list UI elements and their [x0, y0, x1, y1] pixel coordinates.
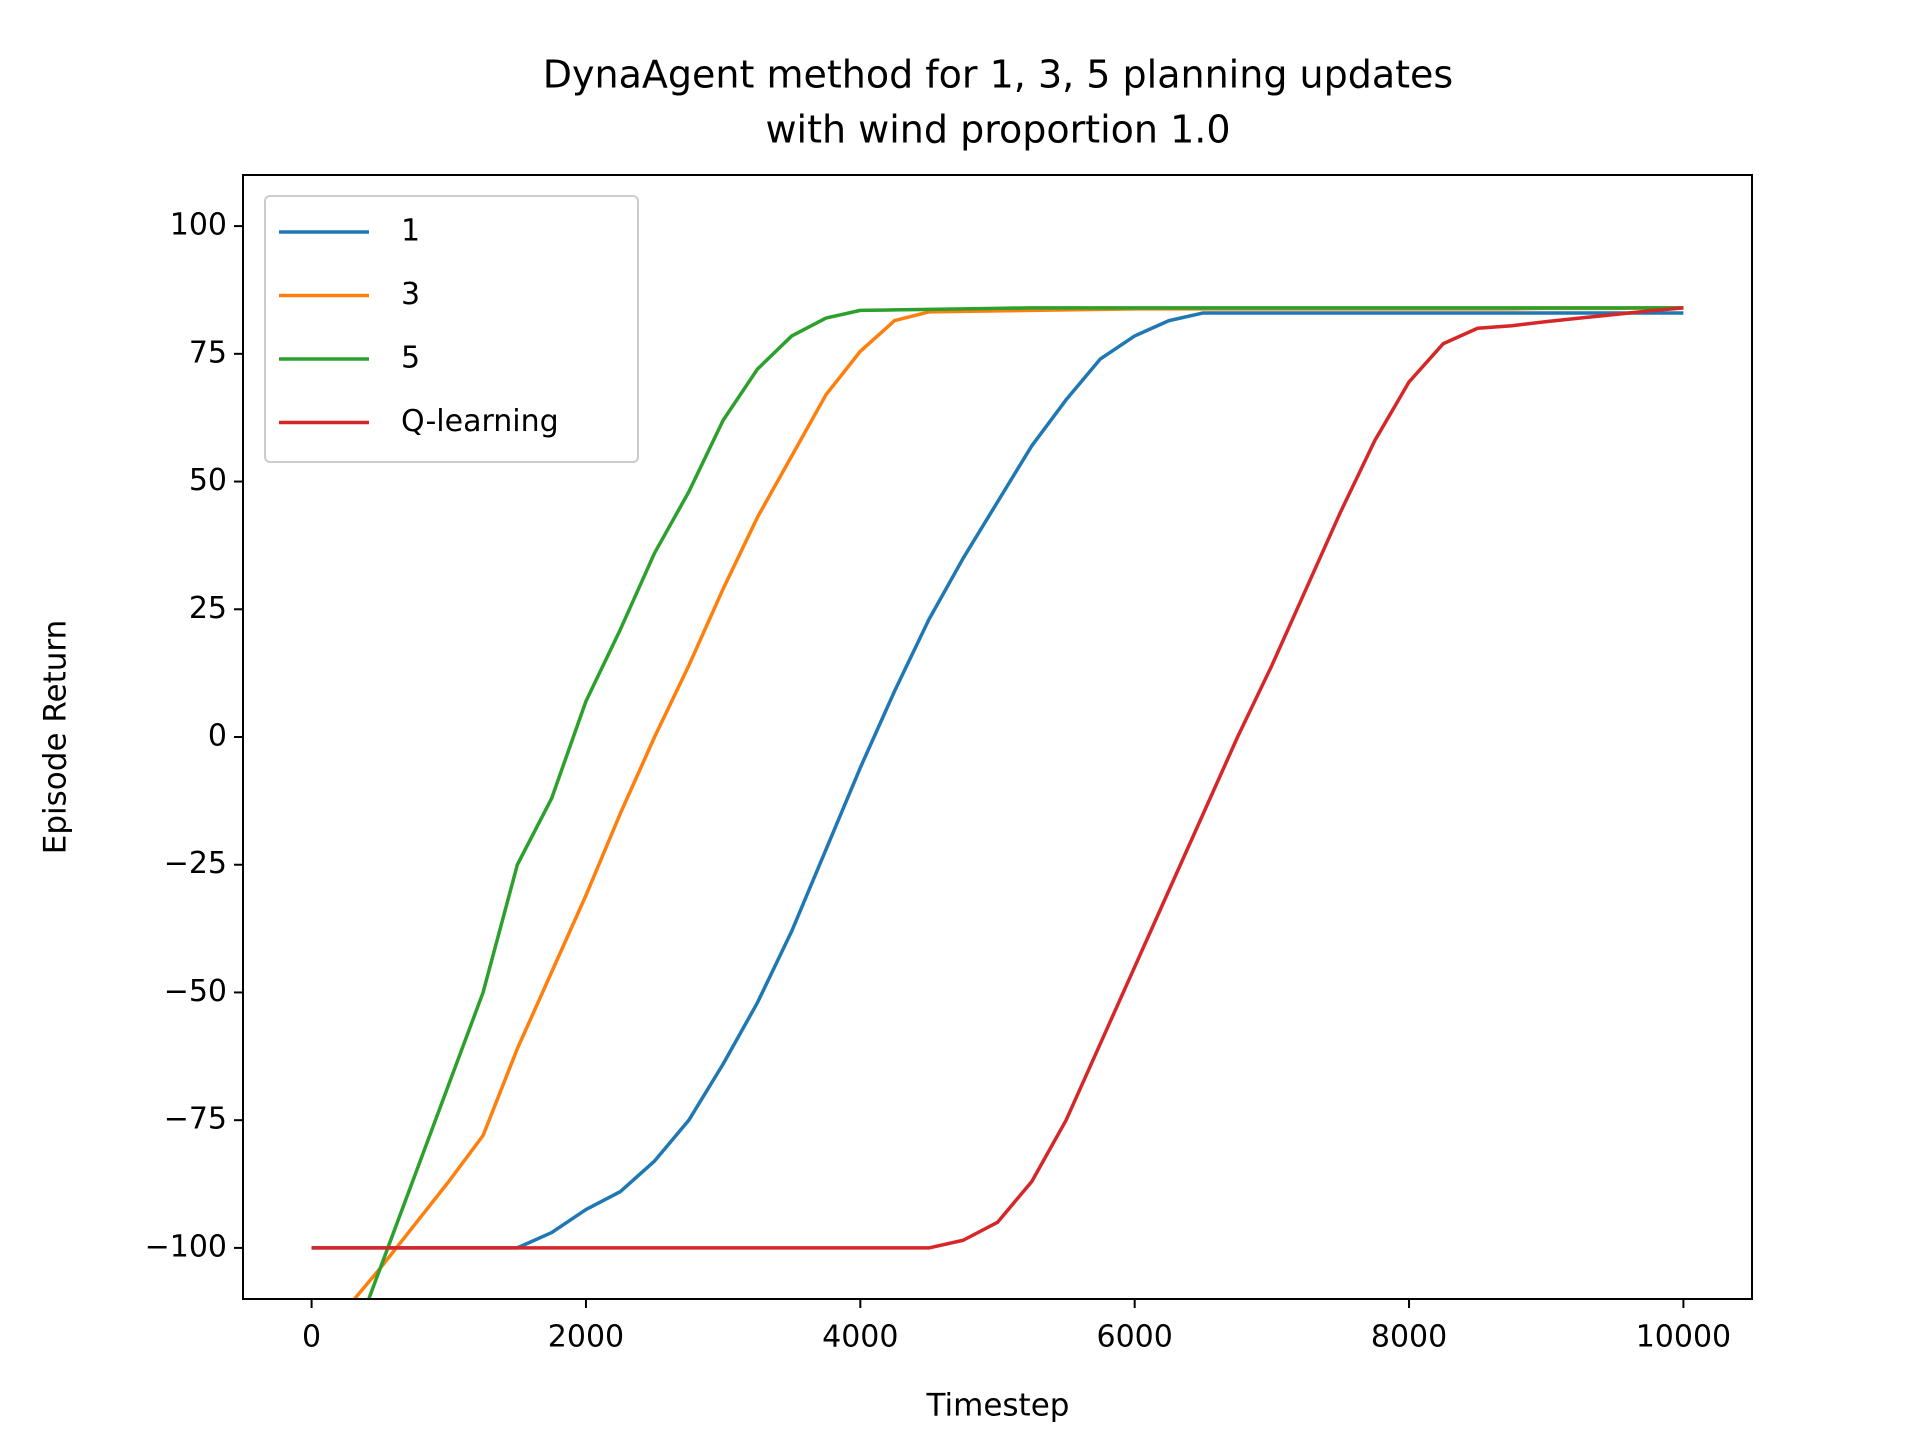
x-tick-label: 2000: [548, 1320, 624, 1355]
plot-area: [311, 306, 1684, 1299]
legend-label: Q-learning: [401, 404, 559, 439]
y-tick-label: −25: [164, 846, 227, 881]
chart-title: DynaAgent method for 1, 3, 5 planning up…: [543, 53, 1453, 97]
y-tick-label: −75: [164, 1102, 227, 1137]
x-tick-label: 0: [302, 1320, 321, 1355]
chart-subtitle: with wind proportion 1.0: [765, 108, 1230, 152]
y-axis-label: Episode Return: [38, 620, 74, 854]
x-tick-label: 8000: [1371, 1320, 1447, 1355]
y-tick-label: −100: [145, 1229, 227, 1264]
x-tick-label: 4000: [822, 1320, 898, 1355]
data-line: [311, 306, 1684, 1250]
x-tick-label: 10000: [1636, 1320, 1731, 1355]
y-tick-label: 75: [189, 335, 227, 370]
data-line: [311, 311, 1684, 1250]
x-axis-label: Timestep: [926, 1388, 1070, 1424]
legend-box: [264, 195, 639, 463]
data-line: [366, 306, 1684, 1299]
data-line: [352, 306, 1684, 1299]
legend-label: 1: [401, 214, 420, 249]
y-tick-label: 25: [189, 591, 227, 626]
legend-label: 3: [401, 277, 420, 312]
legend-label: 5: [401, 341, 420, 376]
y-tick-label: −50: [164, 974, 227, 1009]
y-tick-label: 0: [208, 719, 227, 754]
y-tick-label: 50: [189, 463, 227, 498]
y-tick-label: 100: [170, 208, 227, 243]
x-tick-label: 6000: [1097, 1320, 1173, 1355]
